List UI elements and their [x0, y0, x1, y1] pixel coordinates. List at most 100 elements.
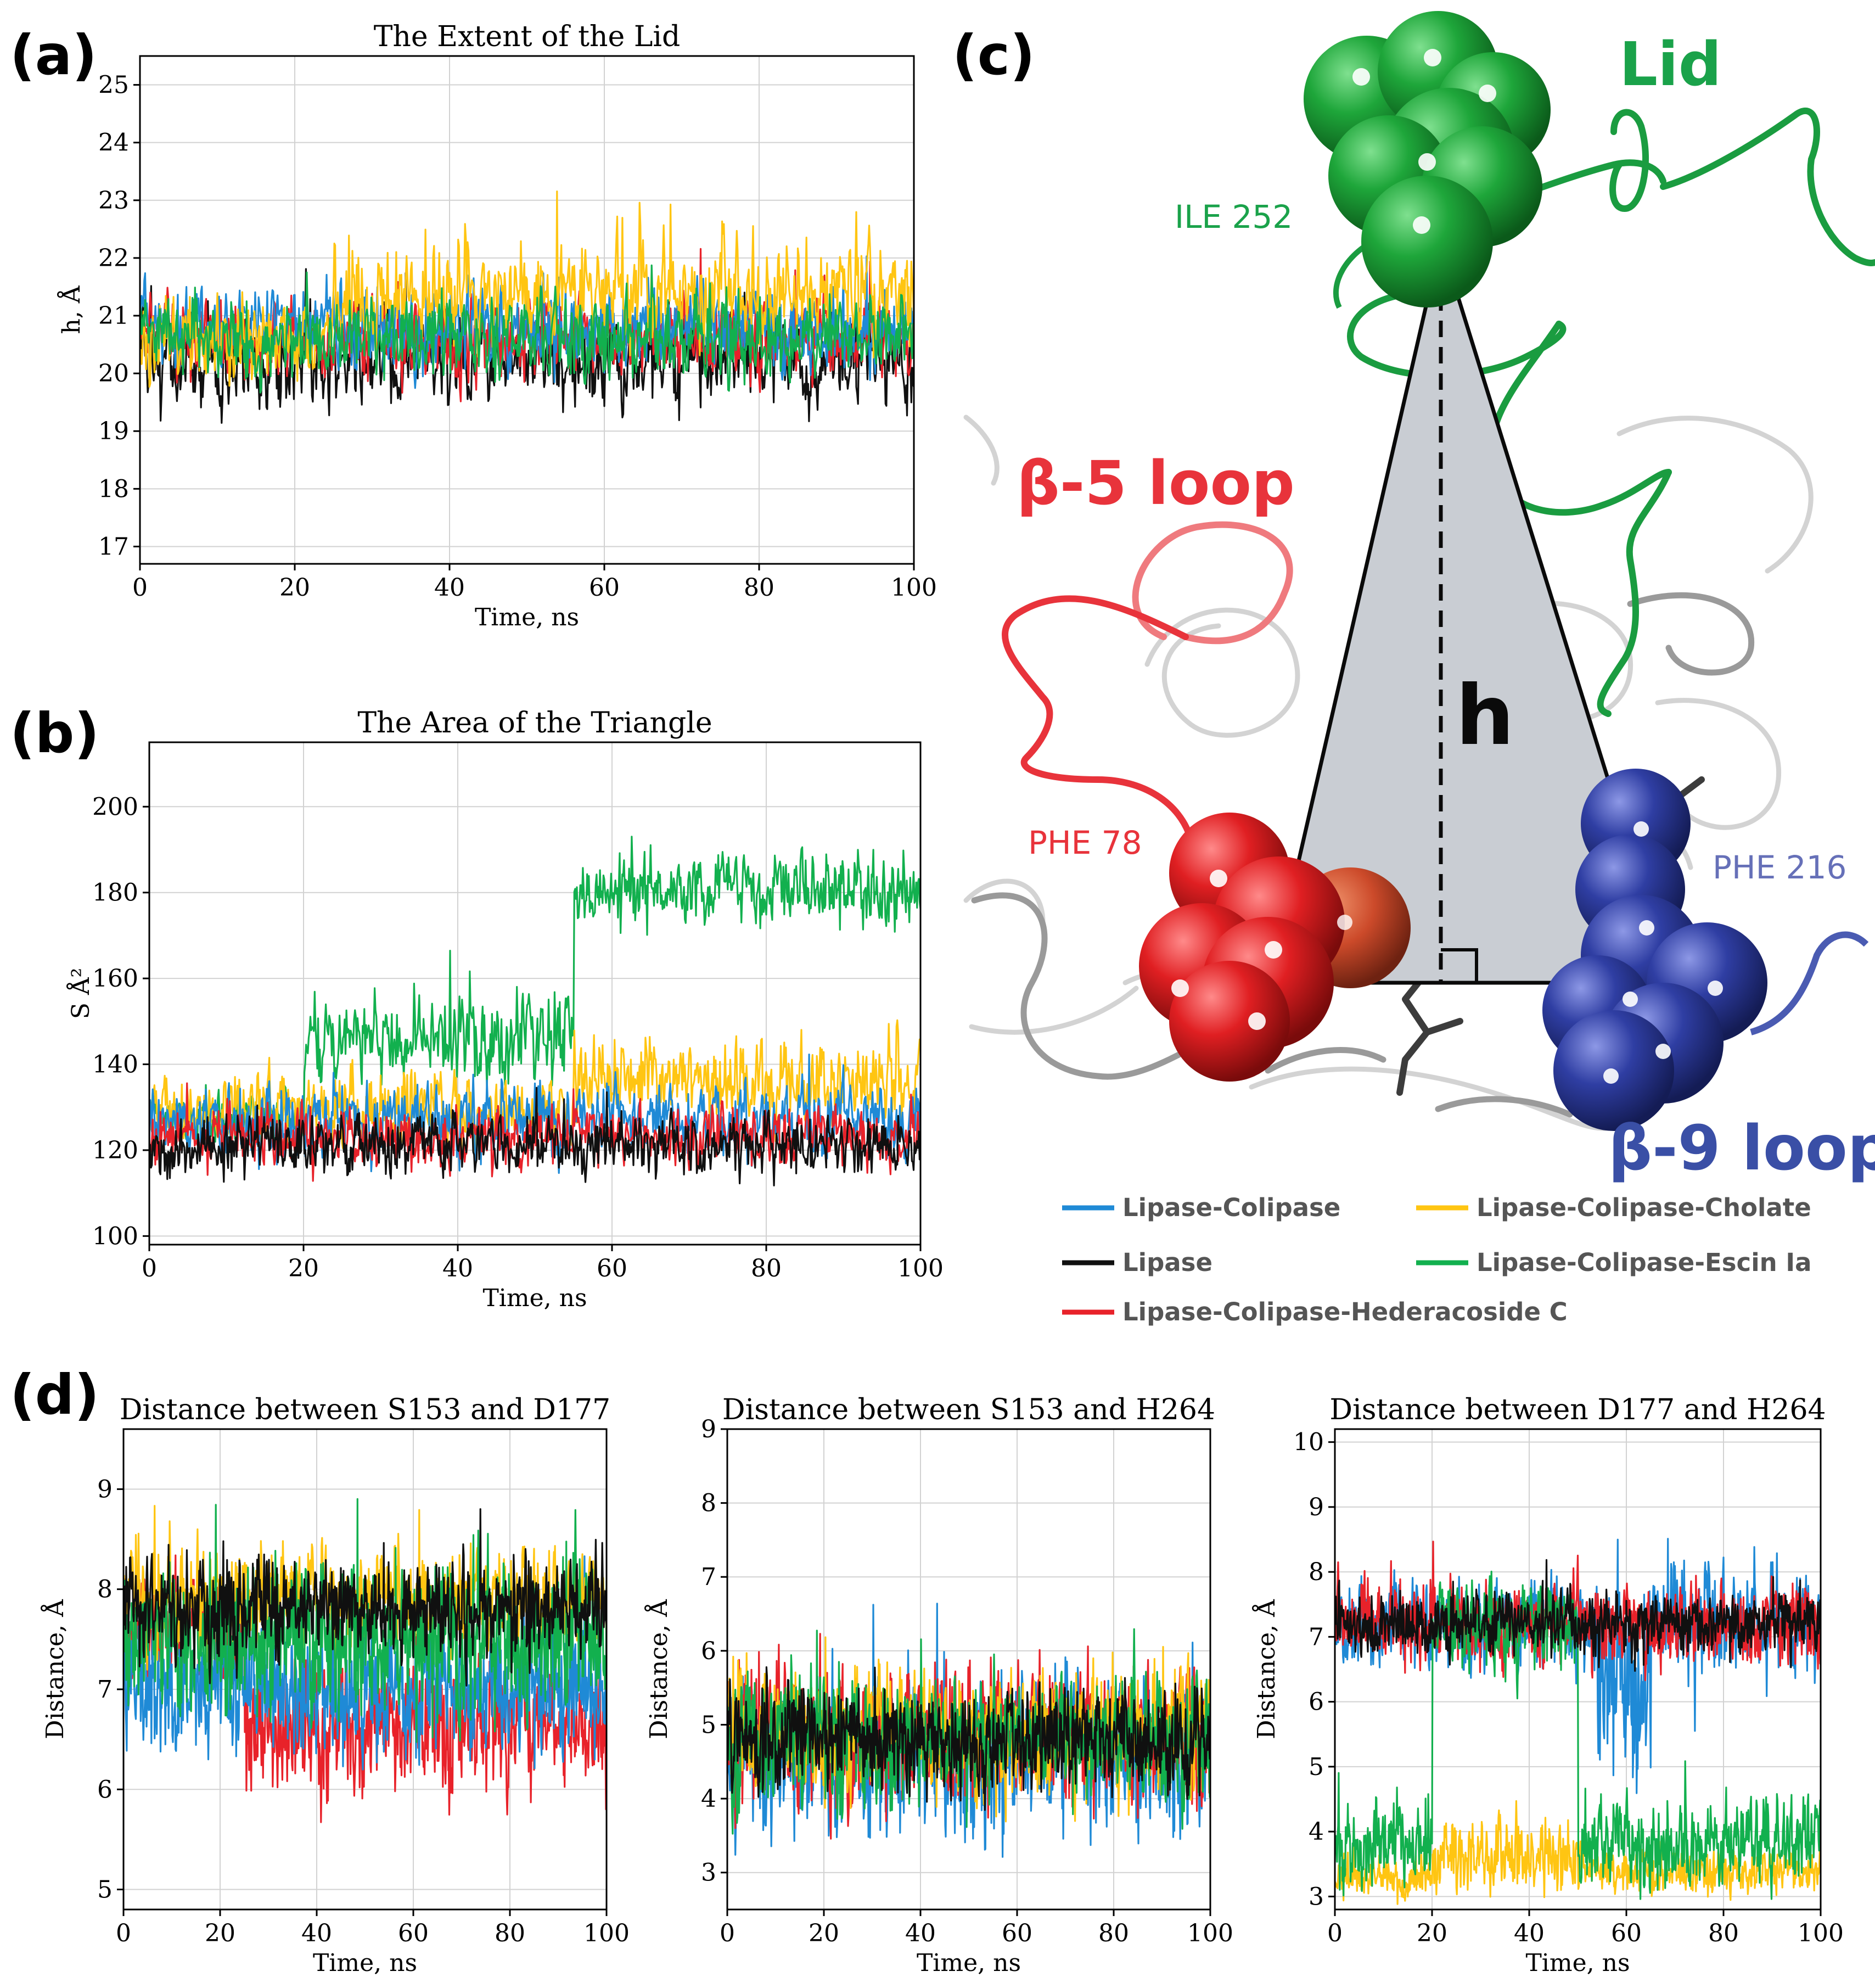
- y-axis-label: S Å²: [66, 968, 95, 1020]
- phe78-label: PHE 78: [1028, 824, 1142, 861]
- x-tick-label: 100: [891, 574, 937, 602]
- x-axis-label: Time, ns: [475, 603, 579, 631]
- chart-title: The Extent of the Lid: [374, 20, 681, 53]
- chart-triangle-area: 0 20 40 60 80 100 100 120 140 160 180 200 The Area o…: [66, 707, 944, 1312]
- y-tick-label: 140: [92, 1051, 138, 1079]
- x-tick-label: 40: [1514, 1919, 1545, 1947]
- series-line-lipase: [1335, 1559, 1821, 1672]
- y-tick-label: 7: [1309, 1623, 1324, 1651]
- x-tick-label: 60: [589, 574, 620, 602]
- series-group: [149, 836, 920, 1186]
- y-tick-label: 8: [701, 1489, 716, 1517]
- plot-frame: [139, 55, 915, 565]
- lipase-structure-illustration: h: [963, 11, 1875, 1184]
- y-tick-label: 5: [97, 1876, 113, 1904]
- x-tick-label: 0: [142, 1255, 157, 1283]
- x-tick-label: 80: [495, 1919, 525, 1947]
- legend-item: Lipase: [1062, 1248, 1212, 1277]
- series-group: [1335, 1538, 1821, 1905]
- y-tick-label: 19: [98, 417, 129, 445]
- ile252-label: ILE 252: [1175, 198, 1293, 236]
- y-tick-label: 6: [97, 1776, 113, 1804]
- x-axis-label: Time, ns: [482, 1284, 587, 1312]
- x-tick-label: 0: [1327, 1919, 1343, 1947]
- panel-label-b: (b): [10, 701, 99, 765]
- legend-item: Lipase-Colipase-Cholate: [1416, 1193, 1811, 1222]
- legend-label: Lipase-Colipase-Escin Ia: [1477, 1248, 1811, 1277]
- x-tick-label: 100: [897, 1255, 944, 1283]
- x-tick-label: 40: [434, 574, 465, 602]
- phe216-spheres: [1542, 769, 1767, 1131]
- x-tick-label: 20: [1417, 1919, 1447, 1947]
- y-tick-label: 18: [98, 475, 129, 503]
- y-tick-label: 6: [701, 1637, 716, 1665]
- x-tick-label: 100: [1187, 1919, 1233, 1947]
- beta5-loop-ribbon: [1002, 521, 1293, 843]
- x-tick-label: 60: [1611, 1919, 1642, 1947]
- y-tick-label: 4: [1309, 1818, 1324, 1846]
- y-tick-label: 25: [98, 71, 129, 99]
- x-tick-label: 80: [1098, 1919, 1129, 1947]
- y-tick-label: 22: [98, 244, 129, 272]
- y-tick-label: 6: [1309, 1688, 1324, 1716]
- series-group: [727, 1603, 1210, 1858]
- y-tick-label: 8: [97, 1576, 113, 1604]
- y-tick-label: 7: [97, 1676, 113, 1704]
- beta9-loop-label: β-9 loop: [1608, 1113, 1875, 1184]
- y-tick-label: 100: [92, 1222, 138, 1250]
- protein-backbone-ribbons: [963, 415, 1814, 1131]
- protein-core-ribbons: [971, 592, 1755, 1118]
- series-line-lipase-colipase-escin-ia: [727, 1628, 1210, 1835]
- ile252-spheres: [1304, 11, 1551, 307]
- y-axis-label: Distance, Å: [40, 1599, 69, 1739]
- panel-label-d: (d): [10, 1363, 99, 1427]
- y-tick-label: 20: [98, 360, 129, 388]
- series-line-lipase: [140, 268, 914, 424]
- x-tick-label: 60: [1002, 1919, 1032, 1947]
- plot-frame: [1334, 1428, 1822, 1911]
- y-tick-label: 17: [98, 533, 129, 561]
- y-tick-label: 200: [92, 793, 138, 821]
- x-axis-label: Time, ns: [917, 1949, 1021, 1977]
- x-tick-label: 0: [132, 574, 148, 602]
- plot-frame: [726, 1428, 1211, 1911]
- y-axis-label: h, Å: [57, 285, 86, 334]
- legend-label: Lipase: [1122, 1248, 1212, 1277]
- y-axis-label: Distance, Å: [644, 1599, 673, 1739]
- y-tick-label: 9: [1309, 1493, 1324, 1521]
- y-tick-label: 3: [1309, 1883, 1324, 1911]
- panel-label-a: (a): [10, 23, 97, 87]
- x-tick-label: 0: [720, 1919, 735, 1947]
- y-tick-label: 23: [98, 187, 129, 215]
- x-tick-label: 20: [205, 1919, 235, 1947]
- y-tick-label: 24: [98, 129, 129, 157]
- y-tick-label: 9: [701, 1415, 716, 1443]
- y-tick-label: 4: [701, 1785, 716, 1813]
- chart-distance-s153-d177: 0 20 40 60 80 100 5 6 7 8 9 Distance between S153 a…: [40, 1393, 630, 1977]
- x-axis-label: Time, ns: [1525, 1949, 1630, 1977]
- y-tick-label: 21: [98, 302, 129, 330]
- beta9-loop-ribbon: [1750, 931, 1869, 1035]
- x-tick-label: 80: [744, 574, 774, 602]
- chart-title: Distance between D177 and H264: [1329, 1393, 1826, 1426]
- series-group: [140, 191, 914, 424]
- x-tick-label: 20: [809, 1919, 839, 1947]
- lid-label: Lid: [1619, 29, 1722, 99]
- series-line-lipase-colipase-cholate: [140, 191, 914, 388]
- legend-label: Lipase-Colipase-Hederacoside C: [1122, 1297, 1568, 1326]
- y-tick-label: 5: [1309, 1753, 1324, 1781]
- y-tick-label: 5: [701, 1711, 716, 1739]
- x-tick-label: 20: [279, 574, 310, 602]
- series-line-lipase: [123, 1508, 607, 1687]
- y-tick-label: 9: [97, 1475, 113, 1503]
- series-line-lipase-colipase-escin-ia: [140, 264, 914, 394]
- x-tick-label: 0: [116, 1919, 131, 1947]
- x-tick-label: 40: [442, 1255, 473, 1283]
- x-axis-label: Time, ns: [313, 1949, 417, 1977]
- phe78-spheres: [1139, 813, 1411, 1082]
- chart-title: The Area of the Triangle: [357, 707, 712, 740]
- x-tick-label: 80: [1708, 1919, 1739, 1947]
- series-group: [123, 1498, 607, 1823]
